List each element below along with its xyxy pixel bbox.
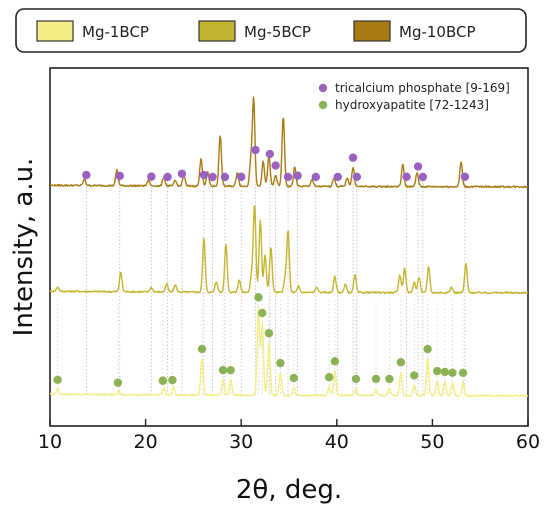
- phase-marker: [82, 170, 91, 180]
- phase-marker: [410, 371, 419, 380]
- phase-marker: [208, 172, 217, 182]
- series-mg-10bcp-line: [49, 96, 529, 189]
- x-tick-label: 50: [420, 431, 444, 453]
- phase-marker: [177, 169, 187, 178]
- x-tick-label: 30: [229, 431, 253, 453]
- phase-marker: [432, 366, 442, 376]
- legend-label-mg-5bcp: Mg-5BCP: [244, 23, 311, 41]
- phase-marker: [283, 172, 293, 182]
- legend: Mg-1BCP Mg-5BCP Mg-10BCP: [15, 8, 527, 53]
- phase-marker: [258, 308, 267, 318]
- marker-legend-dot-tcp: [318, 83, 328, 93]
- marker-legend: tricalcium phosphate [9-169] hydroxyapat…: [318, 81, 510, 112]
- x-axis: 10 20 30 40 50 60: [38, 419, 540, 453]
- phase-marker: [113, 378, 123, 387]
- phase-marker: [147, 172, 156, 181]
- marker-legend-label-tcp: tricalcium phosphate [9-169]: [335, 81, 510, 95]
- x-tick-label: 60: [516, 431, 540, 453]
- marker-legend-label-ha: hydroxyapatite [72-1243]: [335, 98, 489, 112]
- phase-marker: [271, 161, 280, 170]
- phase-marker: [418, 172, 428, 182]
- legend-swatch-mg-1bcp: [36, 20, 74, 42]
- phase-marker: [158, 376, 168, 385]
- phase-marker: [352, 172, 362, 182]
- legend-label-mg-1bcp: Mg-1BCP: [82, 23, 149, 41]
- phase-marker: [330, 357, 340, 366]
- phase-marker: [402, 172, 411, 182]
- legend-swatch-mg-5bcp: [198, 20, 236, 42]
- series-layer: [49, 96, 529, 398]
- phase-marker: [351, 374, 361, 384]
- phase-marker: [385, 374, 394, 384]
- phase-marker: [237, 172, 246, 182]
- phase-marker: [199, 170, 209, 180]
- phase-marker: [458, 368, 468, 377]
- marker-legend-dot-ha: [318, 100, 328, 110]
- phase-marker: [293, 171, 302, 180]
- marker-layer: [53, 145, 470, 387]
- phase-marker: [197, 344, 207, 354]
- phase-marker: [311, 172, 320, 182]
- x-tick-label: 10: [38, 431, 62, 453]
- phase-marker: [163, 172, 172, 182]
- phase-marker: [423, 344, 432, 354]
- phase-marker: [168, 375, 177, 385]
- phase-marker: [324, 373, 334, 382]
- phase-marker: [218, 365, 228, 375]
- phase-marker: [220, 172, 230, 182]
- series-mg-1bcp-line: [49, 305, 529, 398]
- series-mg-5bcp-line: [49, 205, 529, 295]
- phase-marker: [265, 149, 275, 159]
- phase-marker: [448, 368, 457, 377]
- phase-marker: [53, 375, 62, 385]
- legend-label-mg-10bcp: Mg-10BCP: [399, 23, 476, 41]
- phase-marker: [333, 172, 342, 182]
- phase-marker: [413, 162, 423, 171]
- plot-frame: [49, 67, 529, 427]
- y-axis-title: Intensity, a.u.: [9, 158, 39, 337]
- x-axis-title: 2θ, deg.: [236, 475, 342, 505]
- phase-marker: [371, 374, 381, 384]
- legend-frame: [15, 8, 527, 53]
- phase-marker: [251, 145, 260, 155]
- phase-marker: [289, 373, 298, 383]
- x-tick-label: 20: [134, 431, 158, 453]
- legend-swatch-mg-10bcp: [353, 20, 391, 42]
- phase-marker: [264, 329, 274, 338]
- phase-marker: [348, 153, 358, 162]
- phase-marker: [396, 358, 406, 367]
- phase-marker: [254, 293, 263, 302]
- phase-marker: [226, 365, 235, 375]
- phase-marker: [460, 172, 470, 181]
- x-tick-label: 40: [325, 431, 349, 453]
- phase-marker: [115, 171, 124, 181]
- phase-marker: [440, 367, 450, 377]
- phase-marker: [276, 358, 285, 368]
